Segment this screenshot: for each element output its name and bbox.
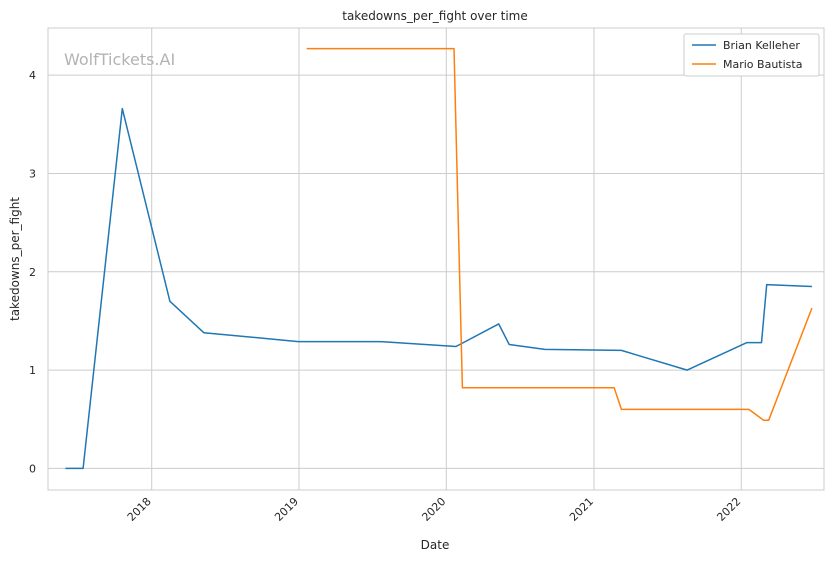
legend-label-1: Mario Bautista bbox=[723, 58, 802, 71]
gridlines bbox=[48, 28, 824, 490]
series-lines bbox=[65, 47, 813, 470]
y-tick-label: 3 bbox=[29, 167, 36, 180]
y-axis-ticks: 0 1 2 3 4 bbox=[29, 69, 36, 475]
y-tick-label: 4 bbox=[29, 69, 36, 82]
watermark: WolfTickets.AI bbox=[64, 50, 175, 69]
y-axis-label: takedowns_per_fight bbox=[8, 197, 22, 321]
chart-title: takedowns_per_fight over time bbox=[342, 9, 528, 23]
series-line-1 bbox=[306, 47, 813, 421]
legend: Brian Kelleher Mario Bautista bbox=[683, 33, 820, 77]
plot-frame bbox=[47, 27, 825, 491]
y-tick-label: 2 bbox=[29, 266, 36, 279]
y-tick-label: 1 bbox=[29, 364, 36, 377]
x-axis-label: Date bbox=[421, 538, 450, 552]
series-line-0 bbox=[65, 107, 812, 470]
legend-box bbox=[683, 33, 820, 77]
legend-label-0: Brian Kelleher bbox=[723, 39, 800, 52]
plot-area bbox=[48, 28, 824, 490]
y-tick-label: 0 bbox=[29, 462, 36, 475]
